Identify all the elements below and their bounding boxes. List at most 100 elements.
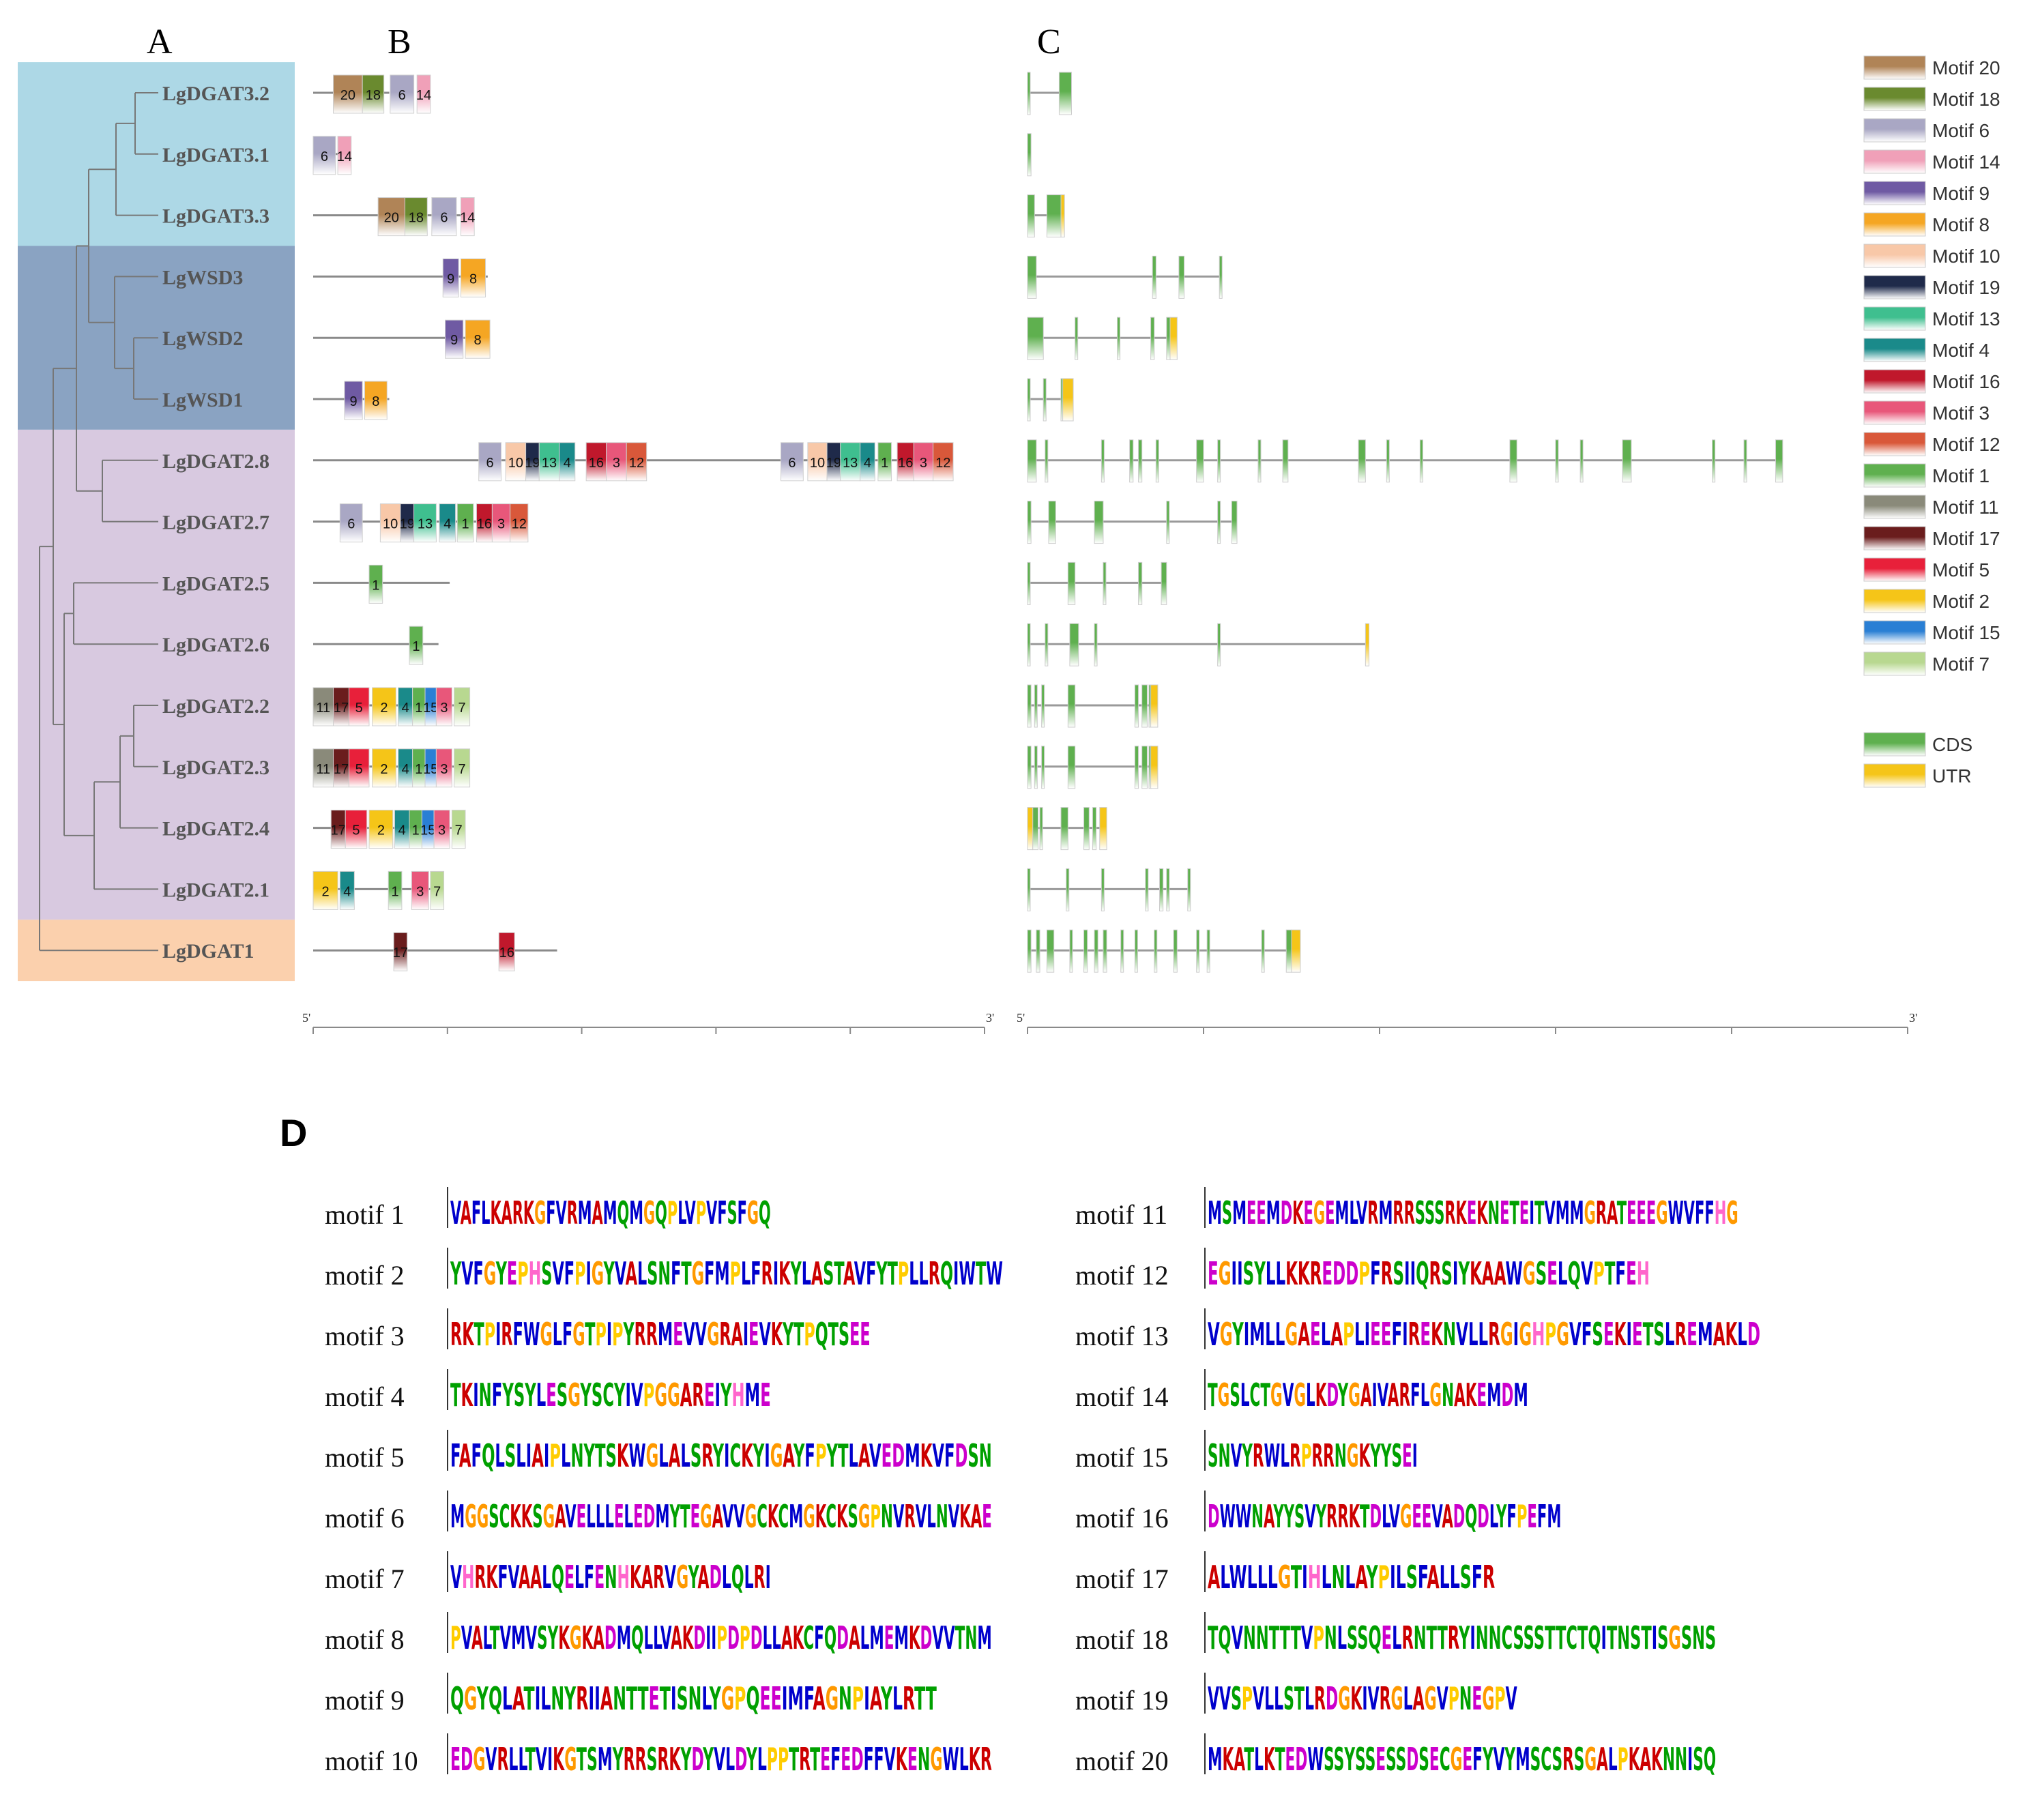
motif-box-label: 6 [398, 88, 406, 103]
motif-logo-sequence: EDGVRLLTVIKGTSMYRRSRKYDYVLDYLPPTRTEFEDFF… [450, 1741, 992, 1778]
motif-box-label: 20 [340, 88, 355, 103]
legend-swatch [1863, 55, 1926, 80]
motif-box-label: 12 [512, 517, 527, 532]
legend-label: Motif 5 [1932, 559, 1990, 581]
legend-swatch [1863, 181, 1926, 205]
motif-box-label: 14 [460, 211, 475, 226]
cds-block [1094, 929, 1098, 973]
cds-block [1039, 807, 1043, 851]
motif-box [439, 503, 456, 543]
cds-block [1173, 929, 1178, 973]
cds-block [1141, 746, 1148, 789]
motif-box-label: 13 [418, 517, 433, 532]
cds-block [1058, 72, 1072, 115]
motif-box-label: 7 [433, 884, 441, 899]
legend-label: Motif 15 [1932, 622, 2000, 643]
motif-box [368, 564, 383, 604]
motif-logo-label: motif 20 [1075, 1746, 1169, 1776]
legend-swatch [1863, 306, 1926, 331]
cds-block [1419, 439, 1423, 483]
axis-b-end-label: 3' [986, 1011, 994, 1025]
motif-box-label: 9 [447, 271, 454, 287]
cds-block [1775, 439, 1783, 483]
motif-box [430, 870, 445, 910]
motif-box-label: 9 [450, 333, 458, 348]
motif-box-label: 4 [443, 517, 451, 532]
utr-block [1365, 623, 1370, 666]
cds-block [1027, 72, 1031, 115]
motif-logo-label: motif 15 [1075, 1442, 1169, 1473]
cds-block [1358, 439, 1366, 483]
motif-box [445, 319, 464, 359]
motif-box-label: 16 [589, 456, 604, 471]
motif-logo-panel: D motif 1 VAFLKARKGFVRMAMQMGQPLVPVFSFGQmo… [280, 1111, 1760, 1778]
cds-block [1154, 929, 1158, 973]
motif-box [337, 136, 352, 175]
motif-logo-sequence: FAFQLSLIAIPLNYTSKWGLALSRYICKYIGAYFPYTLAV… [450, 1437, 992, 1474]
motif-box-label: 1 [391, 884, 398, 899]
cds-block [1150, 317, 1155, 360]
cds-block [1060, 807, 1068, 851]
gene-label: LgDGAT2.7 [162, 512, 269, 534]
gene-label: LgDGAT2.6 [162, 634, 269, 656]
motif-box [377, 197, 405, 237]
motif-box-label: 15 [423, 762, 438, 777]
motif-logo-sequence: TQVNNTTTVPNLSSQELRNTTRYINNCSSSTTCTQITNST… [1208, 1619, 1716, 1656]
legend-swatch [1863, 149, 1926, 174]
cds-block [1027, 255, 1037, 299]
motif-box-label: 4 [398, 823, 406, 838]
cds-block [1282, 439, 1289, 483]
motif-box [312, 136, 336, 175]
legend-label: Motif 8 [1932, 214, 1990, 235]
legend-swatch [1863, 400, 1926, 425]
cds-block [1285, 929, 1292, 973]
cds-block [1027, 684, 1032, 728]
motif-box-label: 1 [412, 639, 420, 654]
gene-labels: LgDGAT3.2 LgDGAT3.1 LgDGAT3.3 LgWSD3 LgWSD2 L… [162, 83, 269, 963]
motif-logo-sequence: MKATLKTEDWSSYSSESSDSECGEFYVYMSCSRSGALPKA… [1208, 1741, 1716, 1778]
motif-box-label: 5 [355, 701, 363, 716]
motif-logo-label: motif 4 [325, 1381, 405, 1412]
motif-box-label: 16 [499, 945, 514, 960]
motif-box [626, 442, 647, 482]
motif-logo-sequence: DWWNAYYSVYRRKTDLVGEEVADQDLYFPEFM [1208, 1498, 1561, 1535]
gene-label: LgWSD2 [162, 327, 243, 350]
cds-block [1067, 561, 1076, 605]
motif-box-label: 1 [881, 456, 888, 471]
motif-box-label: 14 [416, 88, 431, 103]
cds-block [1034, 746, 1038, 789]
axis-c-end-label: 3' [1909, 1011, 1917, 1025]
motif-box-label: 17 [331, 823, 346, 838]
cds-block [1041, 684, 1045, 728]
gene-label: LgDGAT2.4 [162, 818, 269, 840]
motif-box [840, 442, 861, 482]
motif-logo-sequence: TGSLCTGVGLKDYGAIVARFLGNAKEMDM [1208, 1377, 1528, 1413]
legend-swatch [1863, 495, 1926, 519]
motif-box [491, 503, 511, 543]
motif-box-label: 4 [402, 762, 409, 777]
motif-logo-sequence: PVALTVMVSYKGKADMQLLVAKDIIPDPDLLAKCFQDALM… [450, 1619, 992, 1656]
motif-logo-sequence: YVFGYEPHSVFPIGYVALSNFTGFMPLFRIKYLASTAVFY… [450, 1255, 1003, 1292]
motif-box-label: 15 [420, 823, 435, 838]
motif-box [433, 810, 450, 849]
motif-box-label: 11 [316, 762, 330, 777]
motif-logo-sequence: MSMEEMDKEGEMLVRMRRSSSRKEKNETEITVMMGRATEE… [1208, 1194, 1738, 1231]
cds-block [1075, 317, 1079, 360]
motif-box-label: 13 [542, 456, 557, 471]
motif-box-label: 19 [525, 456, 540, 471]
motif-box [388, 870, 403, 910]
legend-swatch [1863, 244, 1926, 268]
motif-box-label: 10 [383, 517, 398, 532]
motif-box [860, 442, 875, 482]
gene-label: LgDGAT3.2 [162, 83, 269, 105]
cds-block [1138, 561, 1143, 605]
cds-block [1166, 501, 1170, 544]
cds-block [1134, 684, 1139, 728]
utr-block [1150, 746, 1159, 789]
motif-box-label: 11 [316, 701, 330, 716]
legend-label: Motif 6 [1932, 120, 1990, 141]
motif-box [460, 258, 486, 297]
cds-block [1141, 684, 1148, 728]
motif-logo-label: motif 16 [1075, 1503, 1169, 1533]
cds-block [1509, 439, 1517, 483]
